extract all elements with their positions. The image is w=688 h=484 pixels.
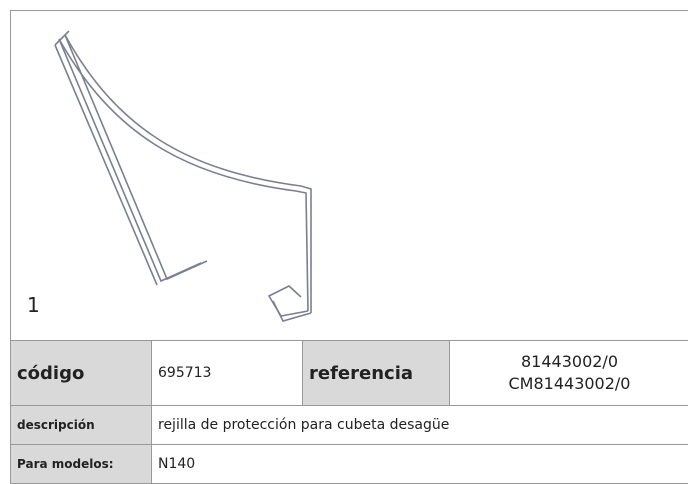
cell: 695713	[152, 341, 303, 406]
table-row: Para modelos: N140	[11, 445, 688, 484]
cell: rejilla de protección para cubeta desagü…	[152, 406, 688, 445]
cell-header: descripción	[11, 406, 152, 445]
cell-header: código	[11, 341, 152, 406]
cell: N140	[152, 445, 688, 484]
ref-line: CM81443002/0	[456, 373, 683, 395]
ref-line: 81443002/0	[456, 351, 683, 373]
table-row: descripción rejilla de protección para c…	[11, 406, 688, 445]
cell-header: Para modelos:	[11, 445, 152, 484]
figure: 1	[10, 10, 688, 340]
figure-label: 1	[27, 293, 40, 317]
product-drawing	[11, 11, 688, 341]
cell-header: referencia	[303, 341, 450, 406]
